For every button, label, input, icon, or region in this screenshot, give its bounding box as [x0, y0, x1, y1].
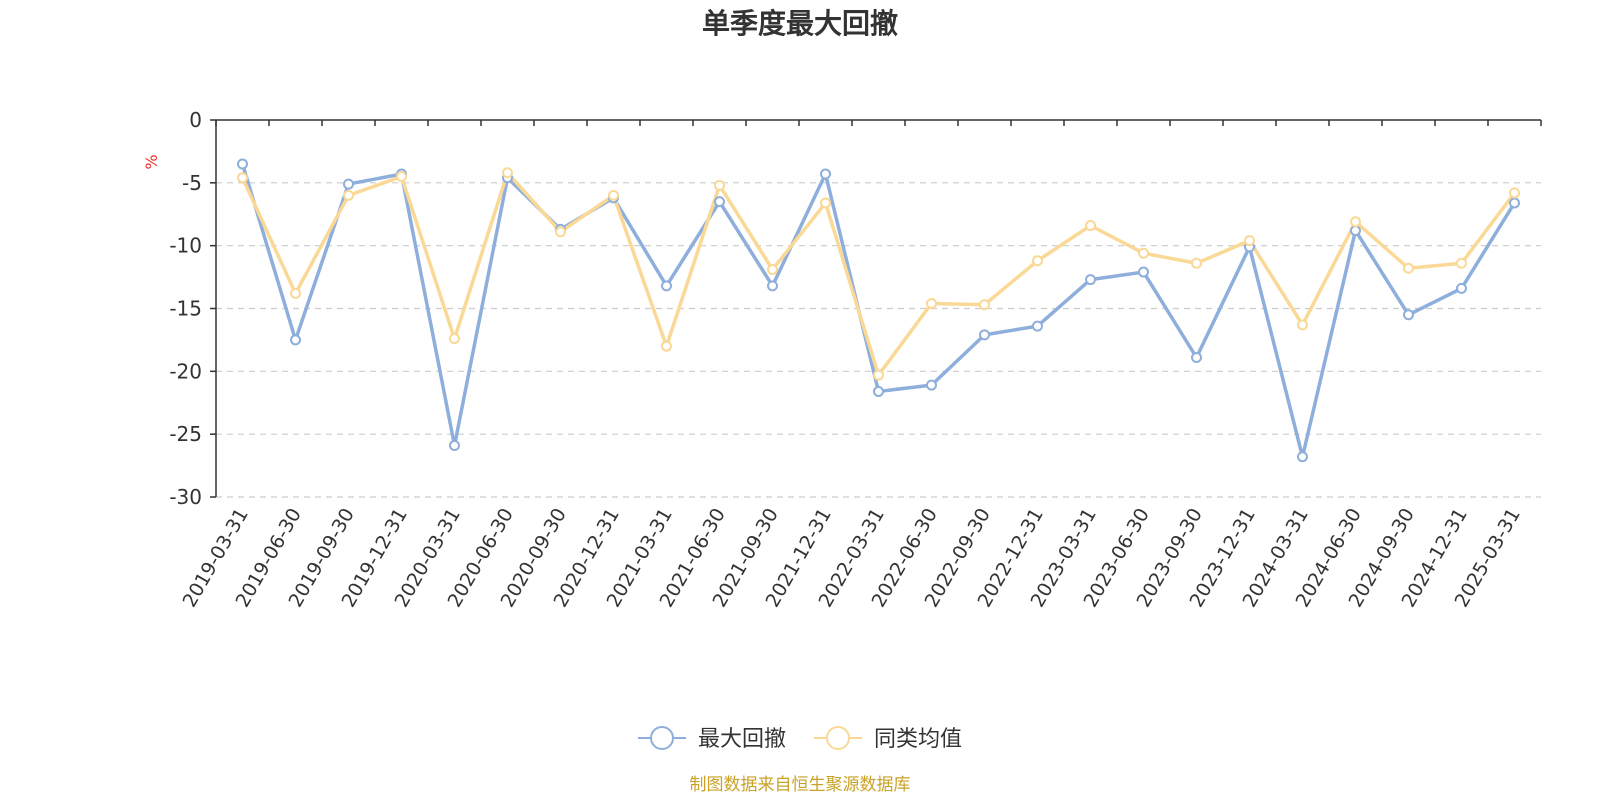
series-1-point [1509, 197, 1520, 209]
series-line-1 [240, 163, 1516, 459]
series-2-point [237, 172, 248, 184]
series-layer [237, 158, 1520, 463]
series-2-point [502, 167, 513, 179]
series-1-point [1403, 309, 1414, 321]
series-1-point [979, 329, 990, 341]
series-1-point [1032, 320, 1043, 332]
series-2-point [979, 299, 990, 311]
series-2-point [396, 171, 407, 183]
series-2-point [873, 369, 884, 381]
y-axis-unit: % [142, 154, 161, 169]
y-tick-label: -20 [169, 359, 202, 383]
y-tick-label: -15 [169, 297, 202, 321]
series-1-point [1138, 266, 1149, 278]
series-2-point [714, 179, 725, 191]
legend: 最大回撤 同类均值 [638, 726, 962, 752]
series-2-point [767, 264, 778, 276]
series-2-point [1138, 247, 1149, 259]
grid-lines [216, 182, 1541, 498]
y-tick-label: -30 [169, 485, 202, 509]
legend-marker-2 [826, 726, 850, 750]
series-1-point [820, 168, 831, 180]
series-2-point [926, 297, 937, 309]
y-tick-label: -10 [169, 234, 202, 258]
series-2-point [1085, 220, 1096, 232]
legend-label-2: 同类均值 [874, 727, 962, 752]
series-1-point [1085, 274, 1096, 286]
series-2-point [555, 226, 566, 238]
series-1-point [237, 158, 248, 170]
series-2-point [1456, 257, 1467, 269]
series-1-point [873, 385, 884, 397]
series-2-point [1403, 262, 1414, 274]
series-2-point [661, 340, 672, 352]
x-axis-ticks: 2019-03-312019-06-302019-09-302019-12-31… [179, 505, 1525, 612]
series-2-point [449, 333, 460, 345]
series-2-point [1297, 319, 1308, 331]
series-1-point [290, 334, 301, 346]
y-tick-label: 0 [189, 108, 202, 132]
series-1-point [1350, 225, 1361, 237]
source-note: 制图数据来自恒生聚源数据库 [690, 775, 911, 795]
series-2-point [608, 189, 619, 201]
y-axis-ticks: 0 -5 -10 -15 -20 -25 -30 [169, 108, 216, 509]
series-1-point [661, 280, 672, 292]
series-1-point [343, 178, 354, 190]
series-2-point [1509, 187, 1520, 199]
series-1-point [1297, 451, 1308, 463]
y-tick-label: -5 [182, 171, 202, 195]
series-1-point [714, 196, 725, 208]
series-1-point [767, 280, 778, 292]
y-tick-label: -25 [169, 422, 202, 446]
legend-marker-1 [650, 726, 674, 750]
series-1-point [1191, 352, 1202, 364]
legend-label-1: 最大回撤 [698, 727, 786, 752]
series-2-point [290, 287, 301, 299]
series-2-point [820, 197, 831, 209]
series-2-point [1191, 257, 1202, 269]
series-2-point [1032, 255, 1043, 267]
series-2-point [1350, 216, 1361, 228]
chart-title: 单季度最大回撤 [702, 7, 898, 40]
series-2-point [1244, 235, 1255, 247]
series-1-point [1456, 282, 1467, 294]
series-2-point [343, 189, 354, 201]
series-1-point [449, 439, 460, 451]
series-1-point [926, 379, 937, 391]
